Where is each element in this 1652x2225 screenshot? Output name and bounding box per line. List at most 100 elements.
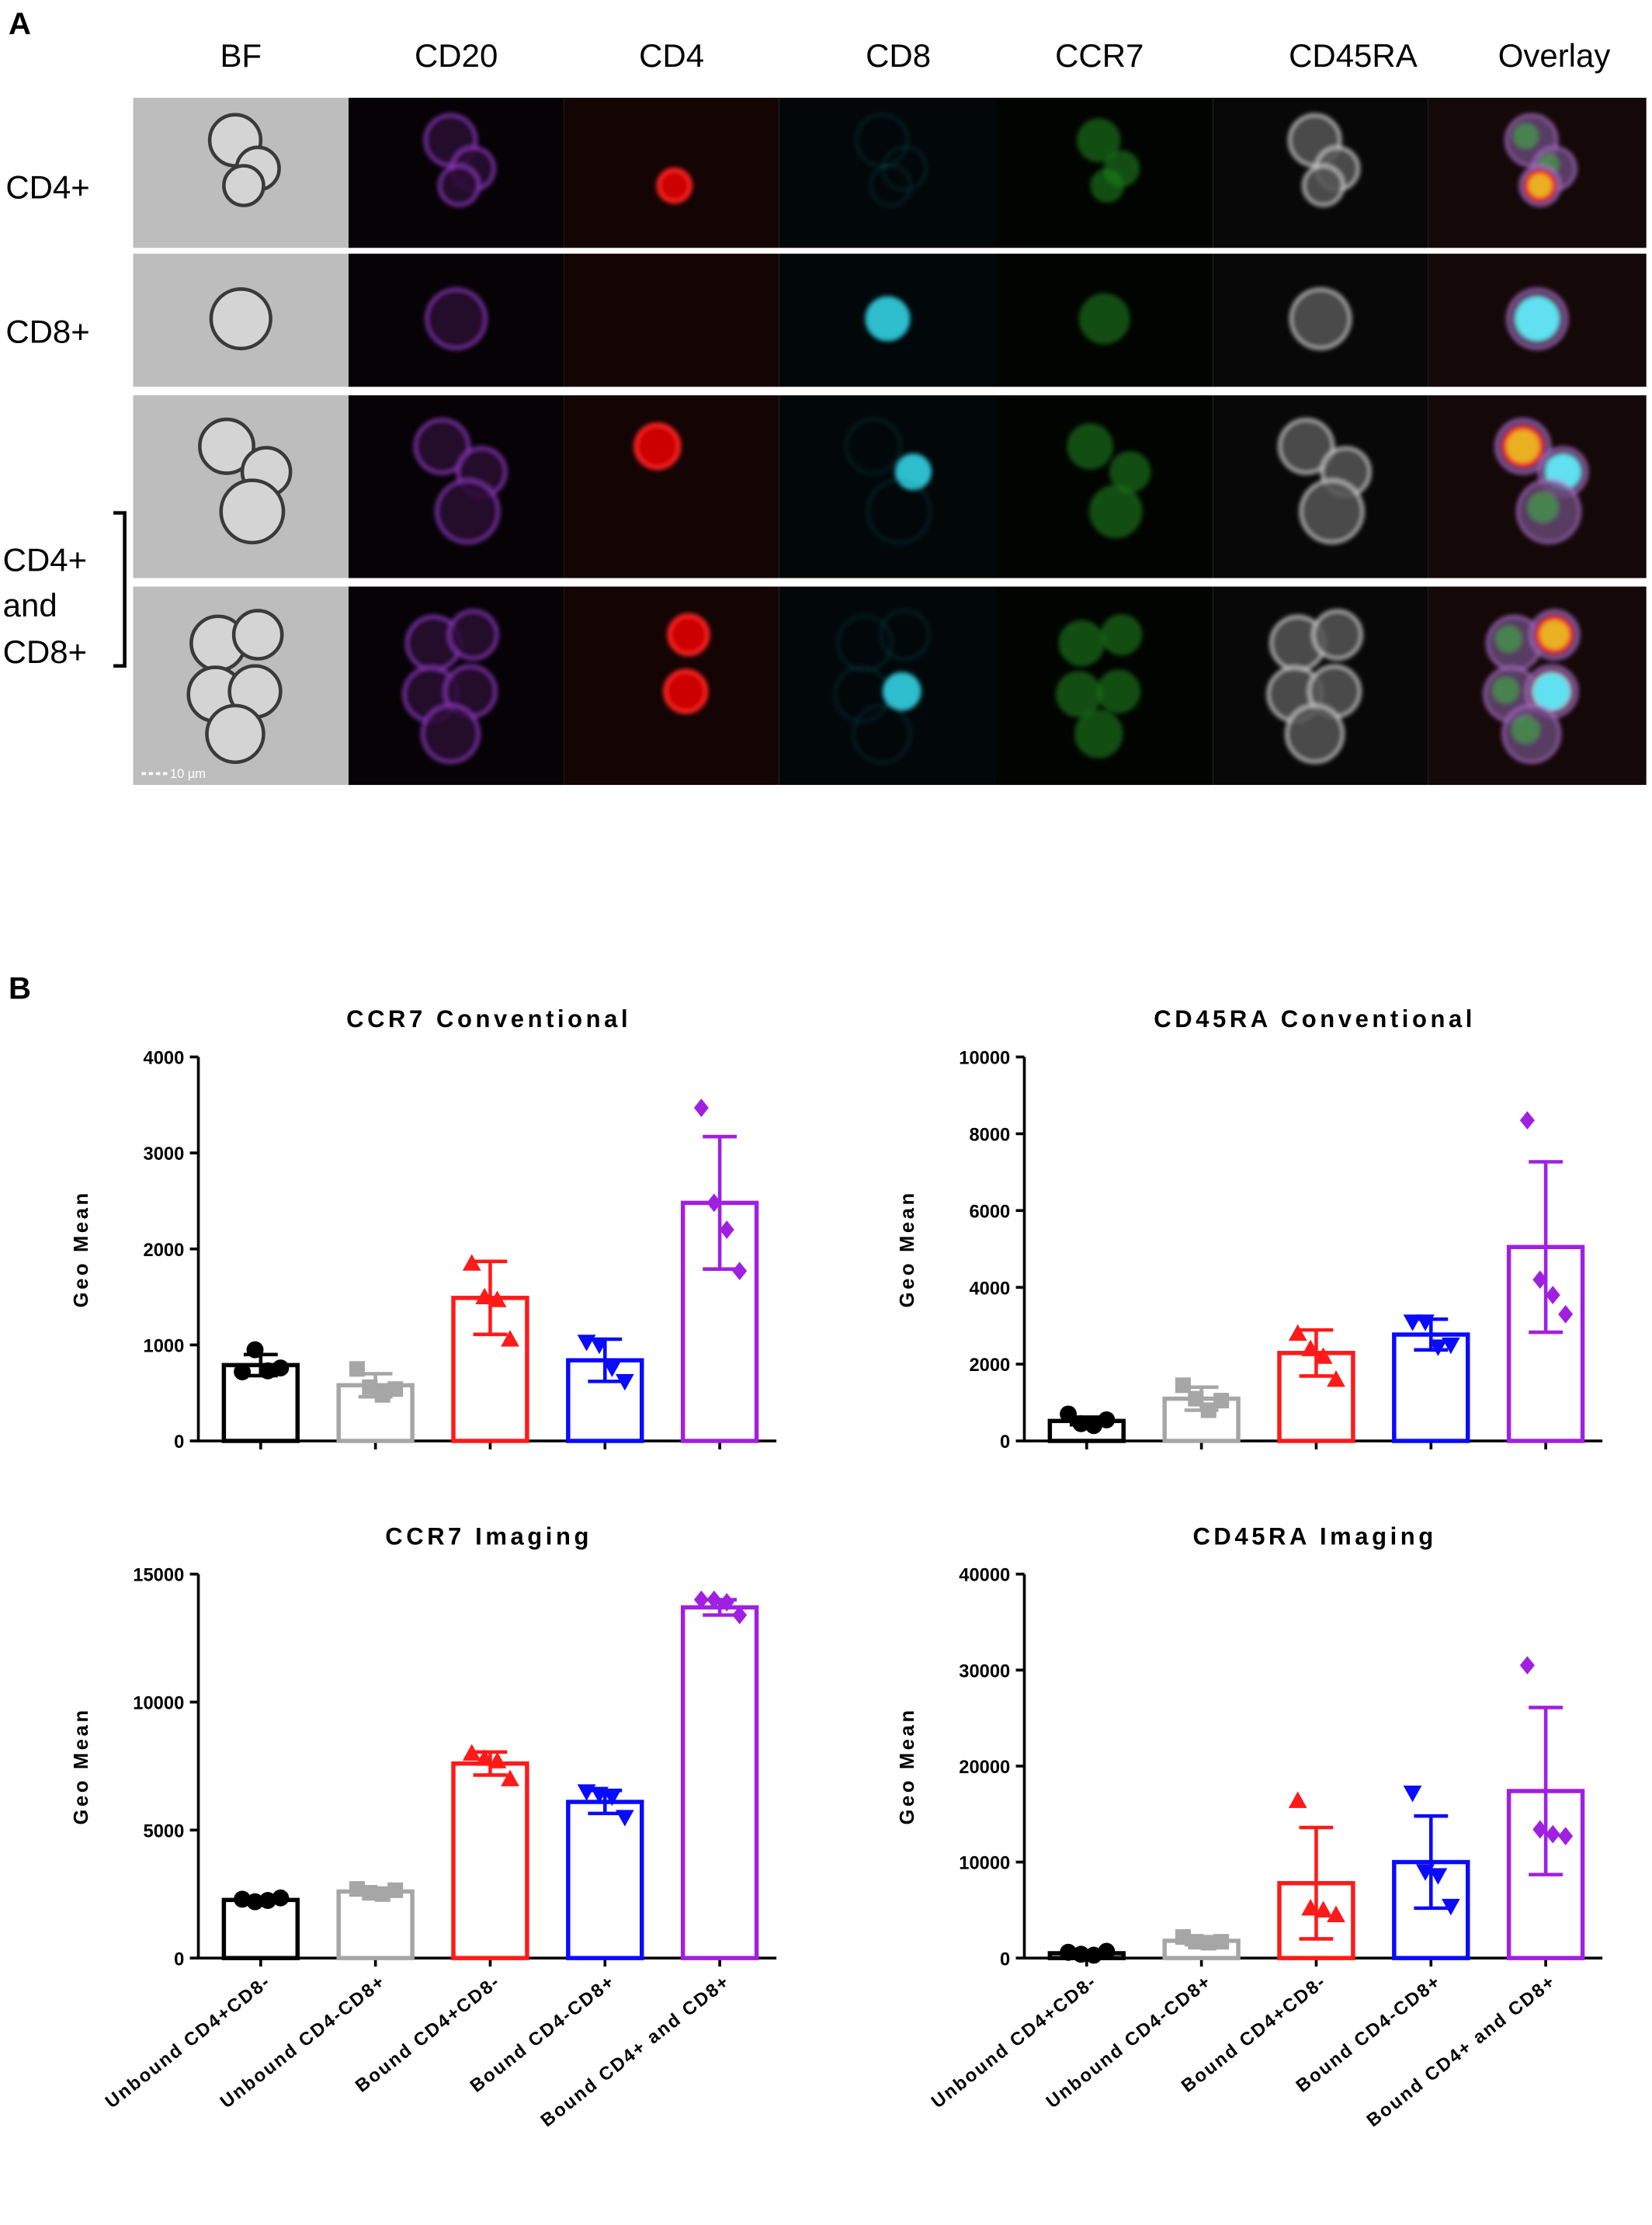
cell-group (425, 287, 488, 350)
data-point (387, 1882, 404, 1898)
y-tick-label: 1000 (144, 1337, 185, 1357)
y-tick-label: 5000 (144, 1821, 185, 1841)
data-point (1072, 1946, 1090, 1963)
scale-label: 10 µm (170, 767, 206, 781)
y-axis-label: Geo Mean (71, 1707, 92, 1824)
cell-group (1483, 609, 1581, 764)
data-point (1532, 1270, 1548, 1290)
column-header: CD8 (866, 37, 931, 74)
column-header: CD4 (639, 37, 704, 74)
cell (1302, 164, 1345, 207)
cell (1285, 704, 1345, 764)
y-tick-label: 0 (1000, 1432, 1010, 1453)
data-point (1545, 1824, 1560, 1844)
data-point (1288, 1791, 1307, 1808)
chart: CCR7 Conventional Geo Mean 0 1000 2000 3000 40… (71, 1005, 777, 1453)
y-tick-label: 0 (1000, 1949, 1010, 1970)
data-point (1314, 1347, 1333, 1364)
cell (867, 479, 932, 543)
bar (451, 1761, 529, 1960)
cell-group (1289, 287, 1352, 350)
cell (1076, 117, 1122, 163)
cell-group (209, 287, 272, 351)
cell-group (663, 613, 710, 714)
data-point (1558, 1304, 1574, 1324)
data-point (272, 1359, 290, 1377)
cell (1299, 478, 1365, 544)
data-point (1301, 1339, 1321, 1356)
data-point (1441, 1337, 1460, 1355)
cell (882, 672, 922, 712)
cell-group (633, 422, 682, 470)
data-point (1098, 1942, 1116, 1960)
cell (869, 165, 911, 207)
data-point (577, 1784, 596, 1801)
column-header: CCR7 (1055, 37, 1144, 74)
cell (435, 478, 501, 544)
data-point (1200, 1402, 1216, 1418)
data-point (1175, 1928, 1191, 1946)
cell-group (186, 609, 284, 765)
chart: CD45RA Conventional Geo Mean 0 2000 4000 6000… (897, 1005, 1603, 1453)
cell-group (856, 113, 927, 207)
column-header: CD20 (415, 37, 498, 74)
cell-group (656, 167, 692, 204)
data-point (1085, 1417, 1102, 1435)
data-point (1213, 1934, 1230, 1950)
image-tile (564, 253, 779, 387)
cell-group (1066, 422, 1151, 539)
bar (221, 1897, 300, 1960)
cell (1492, 676, 1519, 704)
y-tick-label: 8000 (969, 1126, 1010, 1146)
y-tick-label: 10000 (959, 1049, 1010, 1069)
data-point (1213, 1393, 1230, 1409)
data-point (577, 1335, 596, 1352)
chart-title: CD45RA Imaging (1192, 1522, 1436, 1550)
y-tick-label: 4000 (969, 1279, 1010, 1299)
cell-group (423, 113, 496, 207)
y-tick-label: 4000 (144, 1049, 185, 1069)
cell (1524, 169, 1557, 202)
data-point (374, 1387, 390, 1403)
data-point (1175, 1377, 1191, 1394)
cell (656, 167, 692, 204)
y-tick-label: 0 (174, 1949, 184, 1970)
y-tick-label: 30000 (959, 1661, 1010, 1682)
cell (1494, 625, 1522, 653)
cell-group (834, 609, 930, 763)
data-point (488, 1290, 507, 1307)
data-point (1060, 1405, 1078, 1423)
error-bar (1529, 1706, 1564, 1876)
cell (447, 609, 499, 661)
data-point (1188, 1390, 1204, 1407)
cell (1513, 123, 1539, 149)
cell (837, 615, 893, 672)
data-point (1327, 1905, 1345, 1923)
cell (1511, 715, 1540, 745)
cell-group (864, 295, 911, 342)
cell (1088, 484, 1144, 539)
cell (1532, 672, 1571, 711)
error-bar (1299, 1825, 1334, 1941)
y-tick-label: 3000 (144, 1144, 185, 1165)
data-point (602, 1360, 622, 1377)
data-point (1301, 1899, 1321, 1916)
error-bar (1529, 1160, 1564, 1335)
data-point (1545, 1286, 1560, 1304)
cell (856, 113, 908, 167)
panel-label: A (9, 6, 31, 41)
y-tick-label: 20000 (959, 1758, 1010, 1778)
data-point (374, 1886, 390, 1902)
cell-group (1494, 418, 1589, 544)
x-tick-label: Bound CD4+ and CD8+ (1363, 1971, 1560, 2131)
cell (633, 422, 682, 470)
data-point (1403, 1314, 1422, 1331)
x-tick-label: Bound CD4+ and CD8+ (537, 1971, 734, 2131)
y-tick-label: 15000 (133, 1566, 184, 1586)
y-axis-label: Geo Mean (71, 1190, 92, 1307)
data-point (475, 1287, 495, 1305)
data-point (362, 1885, 378, 1901)
cell (1311, 609, 1363, 661)
cell (1278, 418, 1335, 475)
